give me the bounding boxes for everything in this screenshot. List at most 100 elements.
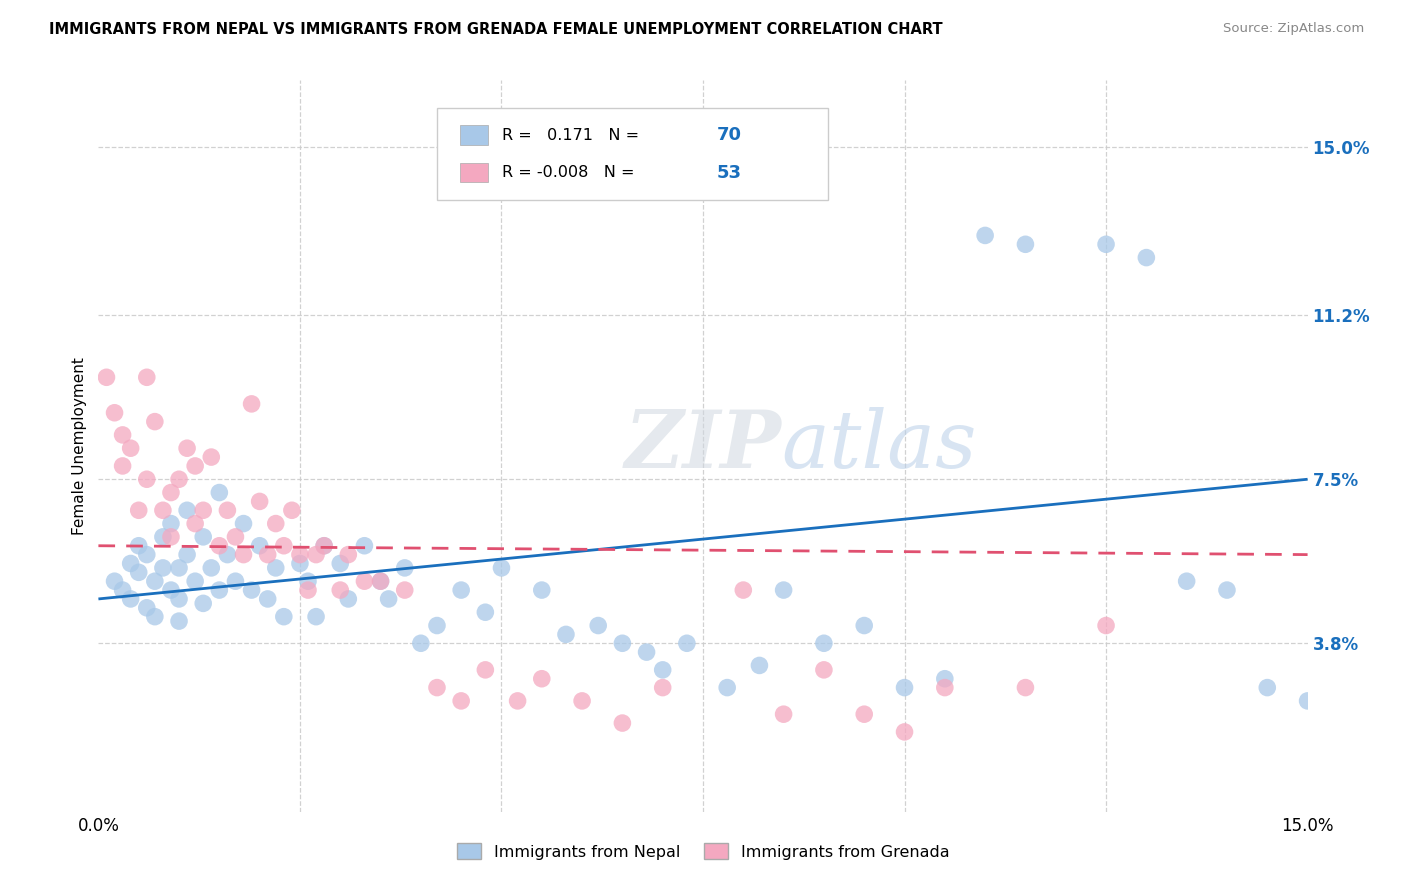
Point: [167, 591, 190, 606]
Text: Source: ZipAtlas.com: Source: ZipAtlas.com: [1223, 22, 1364, 36]
Point: [370, 574, 392, 589]
Point: [103, 574, 125, 589]
Point: [530, 672, 553, 686]
Point: [96, 370, 118, 384]
Point: [288, 557, 311, 571]
Point: [893, 725, 915, 739]
Point: [474, 605, 496, 619]
Point: [184, 458, 207, 473]
Point: [249, 539, 271, 553]
Point: [394, 561, 416, 575]
Point: [716, 681, 738, 695]
Point: [651, 663, 673, 677]
Point: [208, 485, 231, 500]
Point: [1135, 251, 1157, 265]
Point: [370, 574, 392, 589]
Text: atlas: atlas: [782, 408, 977, 484]
Point: [200, 561, 222, 575]
Text: 53: 53: [717, 163, 742, 181]
Point: [474, 663, 496, 677]
Point: [1014, 681, 1036, 695]
Point: [288, 548, 311, 562]
Text: 70: 70: [717, 127, 742, 145]
Point: [256, 548, 278, 562]
Point: [813, 663, 835, 677]
Point: [135, 370, 157, 384]
Point: [1256, 681, 1278, 695]
Point: [135, 548, 157, 562]
Point: [974, 228, 997, 243]
Point: [893, 681, 915, 695]
Point: [305, 609, 328, 624]
Point: [1175, 574, 1198, 589]
Point: [111, 583, 134, 598]
Point: [813, 636, 835, 650]
Point: [329, 557, 352, 571]
Point: [103, 406, 125, 420]
Point: [297, 574, 319, 589]
Point: [208, 583, 231, 598]
Point: [612, 636, 634, 650]
Point: [1296, 694, 1319, 708]
Y-axis label: Female Unemployment: Female Unemployment: [72, 357, 87, 535]
Point: [409, 636, 432, 650]
Point: [612, 716, 634, 731]
Point: [305, 548, 328, 562]
Point: [1014, 237, 1036, 252]
Point: [264, 561, 287, 575]
Point: [232, 516, 254, 531]
Point: [273, 539, 295, 553]
Point: [586, 618, 609, 632]
Point: [193, 530, 215, 544]
Point: [636, 645, 658, 659]
Point: [249, 494, 271, 508]
Point: [491, 561, 513, 575]
Point: [1216, 583, 1239, 598]
Point: [135, 472, 157, 486]
Point: [853, 618, 876, 632]
Point: [1095, 237, 1118, 252]
Point: [748, 658, 770, 673]
Point: [651, 681, 673, 695]
Point: [128, 539, 150, 553]
Point: [128, 566, 150, 580]
Point: [281, 503, 304, 517]
Point: [193, 596, 215, 610]
Point: [772, 707, 794, 722]
Text: R =   0.171   N =: R = 0.171 N =: [502, 128, 644, 143]
Point: [353, 574, 375, 589]
Point: [426, 618, 449, 632]
Point: [120, 557, 142, 571]
Point: [208, 539, 231, 553]
Point: [426, 681, 449, 695]
Point: [377, 591, 399, 606]
Point: [111, 458, 134, 473]
Point: [167, 561, 190, 575]
Point: [152, 503, 174, 517]
Point: [555, 627, 578, 641]
Point: [314, 539, 336, 553]
Point: [450, 583, 472, 598]
Point: [224, 530, 246, 544]
Point: [152, 530, 174, 544]
Point: [232, 548, 254, 562]
Point: [337, 591, 360, 606]
Point: [184, 516, 207, 531]
Point: [256, 591, 278, 606]
Point: [571, 694, 593, 708]
Point: [160, 485, 183, 500]
Point: [217, 503, 239, 517]
Point: [297, 583, 319, 598]
Point: [135, 600, 157, 615]
Point: [264, 516, 287, 531]
Point: [193, 503, 215, 517]
Point: [200, 450, 222, 464]
Legend: Immigrants from Nepal, Immigrants from Grenada: Immigrants from Nepal, Immigrants from G…: [450, 837, 956, 866]
Point: [143, 574, 166, 589]
Point: [224, 574, 246, 589]
Point: [120, 591, 142, 606]
Point: [143, 609, 166, 624]
Point: [176, 441, 198, 455]
Point: [111, 428, 134, 442]
Text: ZIP: ZIP: [624, 408, 782, 484]
